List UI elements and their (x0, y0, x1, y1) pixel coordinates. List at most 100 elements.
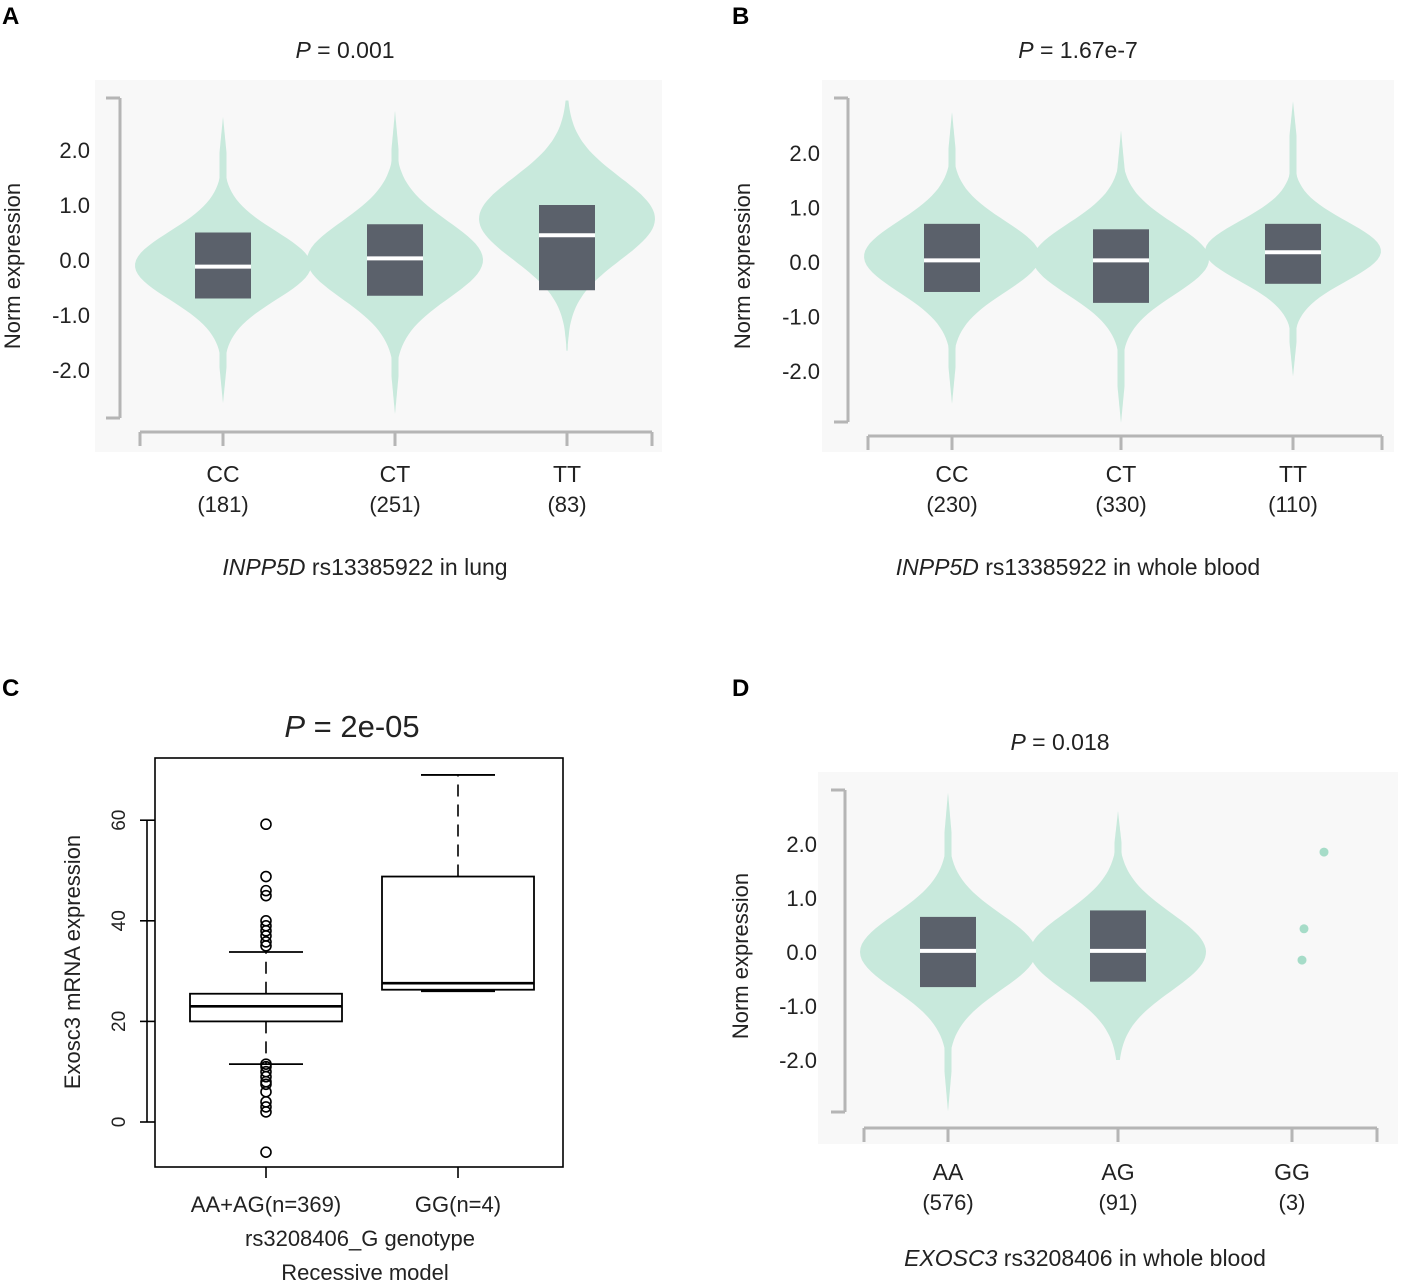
p-value-text: = 0.001 (311, 37, 395, 63)
gene-name: INPP5D (896, 554, 979, 580)
y-tick-label: 0.0 (789, 250, 820, 275)
sample-point (1297, 955, 1307, 965)
y-axis: 0 20 40 60 (109, 810, 155, 1128)
y-axis-label: Norm expression (0, 183, 25, 349)
outlier-point (260, 818, 272, 831)
outlier-point (260, 870, 272, 883)
y-tick-label: 0.0 (786, 940, 817, 965)
y-axis: 2.0 1.0 0.0 -1.0 -2.0 (782, 96, 850, 424)
x-tick-label: GG (1274, 1159, 1310, 1185)
x-axis-label: rs3208406_G genotype (245, 1226, 475, 1251)
y-tick-label: 1.0 (786, 886, 817, 911)
x-tick-label: CC (206, 461, 239, 487)
p-symbol: P (1018, 37, 1034, 63)
y-tick-label: 0.0 (59, 248, 90, 273)
caption-rest: rs3208406 in whole blood (997, 1245, 1266, 1271)
y-tick-label: 2.0 (789, 141, 820, 166)
iqr-box (381, 875, 535, 991)
panel-label-d: D (732, 675, 749, 702)
x-axis: AA (576) AG (91) GG (3) (862, 1126, 1379, 1215)
x-count-label: (251) (369, 492, 420, 517)
outlier-point (260, 1146, 272, 1158)
panel-label-b: B (732, 3, 749, 30)
y-tick-label: 40 (109, 910, 130, 931)
x-axis: CC (230) CT (330) TT (110) (866, 434, 1384, 517)
x-axis-sublabel: Recessive model (281, 1260, 449, 1284)
p-symbol: P (295, 37, 311, 63)
y-tick-label: -1.0 (779, 994, 817, 1019)
y-tick-label: 2.0 (59, 138, 90, 163)
x-tick-label: TT (1279, 461, 1307, 487)
y-tick-label: -2.0 (782, 359, 820, 384)
panel-a: A P = 0.001 2.0 1.0 0.0 -1.0 -2.0 CC (181) CT (… (0, 3, 662, 580)
x-count-label: (181) (197, 492, 248, 517)
p-value-text: = 2e-05 (305, 709, 420, 744)
plot-caption: INPP5D rs13385922 in lung (222, 554, 507, 580)
x-axis: AA+AG(n=369) GG(n=4) (191, 1167, 501, 1217)
outlier-point (260, 1086, 272, 1098)
y-axis-label: Norm expression (730, 183, 755, 349)
y-tick-label: 2.0 (786, 832, 817, 857)
plot-frame (154, 757, 564, 1168)
y-tick-label: -2.0 (779, 1048, 817, 1073)
y-tick-label: 20 (109, 1011, 130, 1032)
gene-name: EXOSC3 (904, 1245, 998, 1271)
x-tick-label: GG(n=4) (415, 1192, 501, 1217)
y-axis-label: Norm expression (728, 873, 753, 1039)
panel-label-a: A (2, 3, 19, 30)
iqr-box (924, 223, 980, 292)
x-tick-label: AA (933, 1159, 964, 1185)
y-axis-label: Exosc3 mRNA expression (60, 835, 85, 1089)
x-tick-label: AA+AG(n=369) (191, 1192, 341, 1217)
x-count-label: (230) (926, 492, 977, 517)
y-tick-label: 1.0 (59, 193, 90, 218)
x-tick-label: AG (1101, 1159, 1134, 1185)
p-symbol: P (284, 709, 305, 744)
plot-caption: EXOSC3 rs3208406 in whole blood (904, 1245, 1266, 1271)
y-tick-label: 1.0 (789, 196, 820, 221)
y-tick-label: 0 (109, 1117, 130, 1128)
outlier-point (260, 936, 272, 948)
iqr-box (1093, 229, 1149, 303)
iqr-box (1090, 910, 1146, 982)
outlier-point (260, 1101, 272, 1113)
x-count-label: (110) (1268, 492, 1318, 517)
x-tick-label: CT (1106, 461, 1137, 487)
caption-rest: rs13385922 in lung (306, 554, 508, 580)
x-count-label: (576) (922, 1190, 973, 1215)
x-tick-label: CT (380, 461, 411, 487)
y-tick-label: -1.0 (782, 305, 820, 330)
violin-layer (135, 100, 655, 414)
x-count-label: (83) (547, 492, 586, 517)
panel-b: B P = 1.67e-7 2.01.00.0-1.0-2.0 CC(230)C… (730, 3, 1394, 580)
y-tick-label: -1.0 (52, 303, 90, 328)
gene-name: INPP5D (222, 554, 305, 580)
p-value-title: P = 0.018 (1010, 729, 1109, 755)
violin-layer (860, 792, 1329, 1112)
p-value-title: P = 0.001 (295, 37, 394, 63)
p-value-title: P = 2e-05 (284, 709, 419, 744)
sample-point (1299, 924, 1309, 934)
p-symbol: P (1010, 729, 1026, 755)
p-value-title: P = 1.67e-7 (1018, 37, 1138, 63)
panel-label-c: C (2, 675, 19, 702)
outlier-point (260, 1106, 272, 1118)
plot-caption: INPP5D rs13385922 in whole blood (896, 554, 1260, 580)
outlier-point (260, 1078, 272, 1091)
violin-layer (864, 101, 1381, 423)
p-value-text: = 0.018 (1026, 729, 1110, 755)
outlier-point (260, 925, 272, 937)
x-count-label: (330) (1095, 492, 1146, 517)
x-tick-label: CC (935, 461, 968, 487)
iqr-box (539, 205, 595, 291)
x-tick-label: TT (553, 461, 581, 487)
outlier-point (260, 1070, 272, 1083)
outlier-point (260, 940, 272, 952)
p-value-text: = 1.67e-7 (1034, 37, 1138, 63)
outlier-point (260, 884, 272, 897)
y-tick-label: -2.0 (52, 358, 90, 383)
x-count-label: (3) (1279, 1190, 1306, 1215)
box-layer (189, 774, 535, 1158)
